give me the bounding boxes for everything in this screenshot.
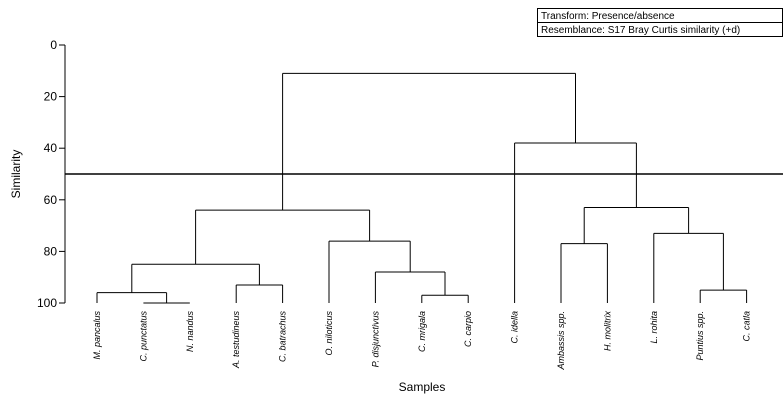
y-tick-label: 20 xyxy=(44,90,58,104)
leaf-label: H. molitrix xyxy=(602,311,612,351)
y-axis-label: Similarity xyxy=(9,150,23,199)
leaf-label: P. disjunctivus xyxy=(370,311,380,368)
leaf-label: C. idella xyxy=(510,311,520,344)
leaf-label: C. punctatus xyxy=(138,311,148,362)
legend-text: Transform: Presence/absence xyxy=(541,11,675,22)
leaf-label: L. rohita xyxy=(649,311,659,344)
leaf-label: A. testudineus xyxy=(231,311,241,370)
y-tick-label: 0 xyxy=(50,38,57,52)
leaf-label: O. niloticus xyxy=(324,311,334,356)
y-tick-label: 100 xyxy=(37,296,57,310)
y-tick-label: 60 xyxy=(44,193,58,207)
leaf-label: C. mrigala xyxy=(417,311,427,352)
leaf-label: C. carpio xyxy=(463,311,473,347)
leaf-label: N. nandus xyxy=(185,311,195,353)
y-tick-label: 40 xyxy=(44,141,58,155)
leaf-label: Ambassis spp. xyxy=(556,311,566,371)
leaf-label: C. batrachus xyxy=(278,311,288,363)
y-tick-label: 80 xyxy=(44,244,58,258)
leaf-label: M. pancalus xyxy=(92,311,102,360)
legend-text: Resemblance: S17 Bray Curtis similarity … xyxy=(541,25,740,36)
leaf-label: Puntius spp. xyxy=(695,311,705,361)
leaf-label: C. catla xyxy=(742,311,752,342)
x-axis-label: Samples xyxy=(399,380,446,394)
